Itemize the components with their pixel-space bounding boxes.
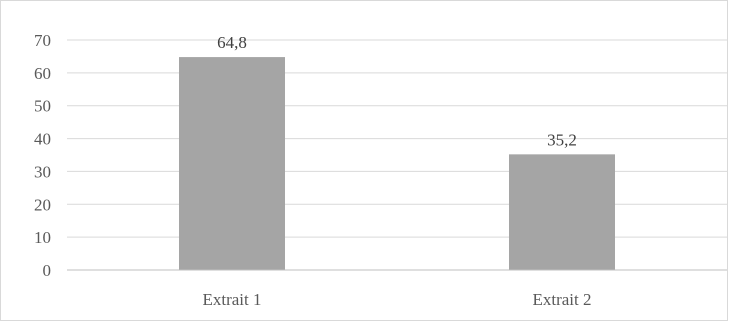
y-tick-label: 20 [34,195,51,214]
x-tick-label: Extrait 2 [532,290,591,309]
bar-2 [509,154,615,270]
bars [179,57,615,271]
data-label: 35,2 [547,130,577,149]
data-labels: 64,8 35,2 [217,33,577,149]
y-tick-label: 70 [34,31,51,50]
y-tick-label: 0 [43,261,52,280]
x-axis-tick-labels: Extrait 1 Extrait 2 [202,290,591,309]
data-label: 64,8 [217,33,247,52]
y-tick-label: 10 [34,228,51,247]
y-tick-label: 60 [34,64,51,83]
bar-1 [179,57,285,271]
x-tick-label: Extrait 1 [202,290,261,309]
y-axis-tick-labels: 0 10 20 30 40 50 60 70 [34,31,51,280]
gridlines [67,39,727,238]
y-tick-label: 40 [34,130,51,149]
y-tick-label: 30 [34,162,51,181]
y-tick-label: 50 [34,97,51,116]
